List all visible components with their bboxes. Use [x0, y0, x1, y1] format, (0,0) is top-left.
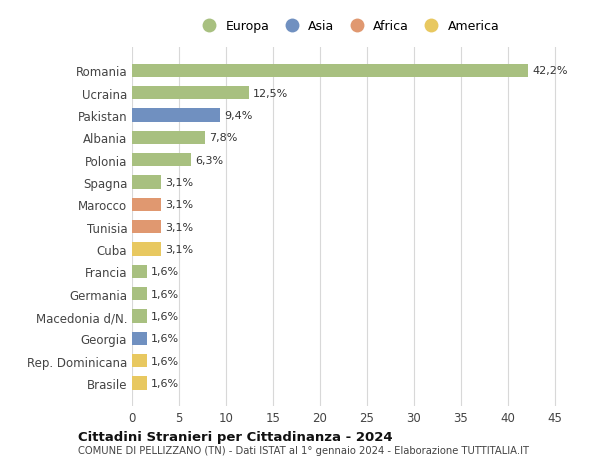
Text: COMUNE DI PELLIZZANO (TN) - Dati ISTAT al 1° gennaio 2024 - Elaborazione TUTTITA: COMUNE DI PELLIZZANO (TN) - Dati ISTAT a…	[78, 445, 529, 455]
Text: 1,6%: 1,6%	[151, 267, 179, 277]
Text: 42,2%: 42,2%	[532, 66, 568, 76]
Text: 1,6%: 1,6%	[151, 334, 179, 344]
Text: 7,8%: 7,8%	[209, 133, 238, 143]
Text: 1,6%: 1,6%	[151, 378, 179, 388]
Bar	[132, 265, 147, 279]
Text: 1,6%: 1,6%	[151, 289, 179, 299]
Bar	[132, 220, 161, 234]
Bar	[132, 64, 529, 78]
Text: 3,1%: 3,1%	[165, 222, 193, 232]
Text: 12,5%: 12,5%	[253, 89, 289, 98]
Bar	[132, 131, 205, 145]
Bar	[132, 332, 147, 345]
Text: 1,6%: 1,6%	[151, 356, 179, 366]
Bar	[132, 310, 147, 323]
Text: 1,6%: 1,6%	[151, 311, 179, 321]
Text: 3,1%: 3,1%	[165, 245, 193, 254]
Bar	[132, 376, 147, 390]
Bar	[132, 243, 161, 256]
Text: Cittadini Stranieri per Cittadinanza - 2024: Cittadini Stranieri per Cittadinanza - 2…	[78, 431, 392, 443]
Bar	[132, 198, 161, 212]
Bar	[132, 354, 147, 368]
Bar	[132, 287, 147, 301]
Text: 6,3%: 6,3%	[195, 155, 223, 165]
Bar	[132, 87, 250, 100]
Bar	[132, 176, 161, 189]
Legend: Europa, Asia, Africa, America: Europa, Asia, Africa, America	[191, 15, 505, 38]
Bar	[132, 154, 191, 167]
Text: 3,1%: 3,1%	[165, 200, 193, 210]
Text: 3,1%: 3,1%	[165, 178, 193, 188]
Text: 9,4%: 9,4%	[224, 111, 253, 121]
Bar	[132, 109, 220, 123]
